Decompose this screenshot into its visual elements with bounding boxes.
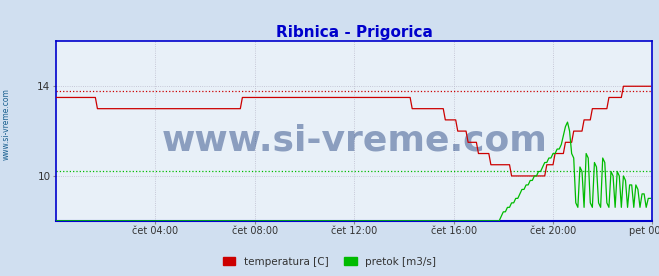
Legend: temperatura [C], pretok [m3/s]: temperatura [C], pretok [m3/s] bbox=[219, 253, 440, 271]
Text: www.si-vreme.com: www.si-vreme.com bbox=[2, 88, 11, 160]
Title: Ribnica - Prigorica: Ribnica - Prigorica bbox=[275, 25, 433, 40]
Text: www.si-vreme.com: www.si-vreme.com bbox=[161, 123, 547, 157]
